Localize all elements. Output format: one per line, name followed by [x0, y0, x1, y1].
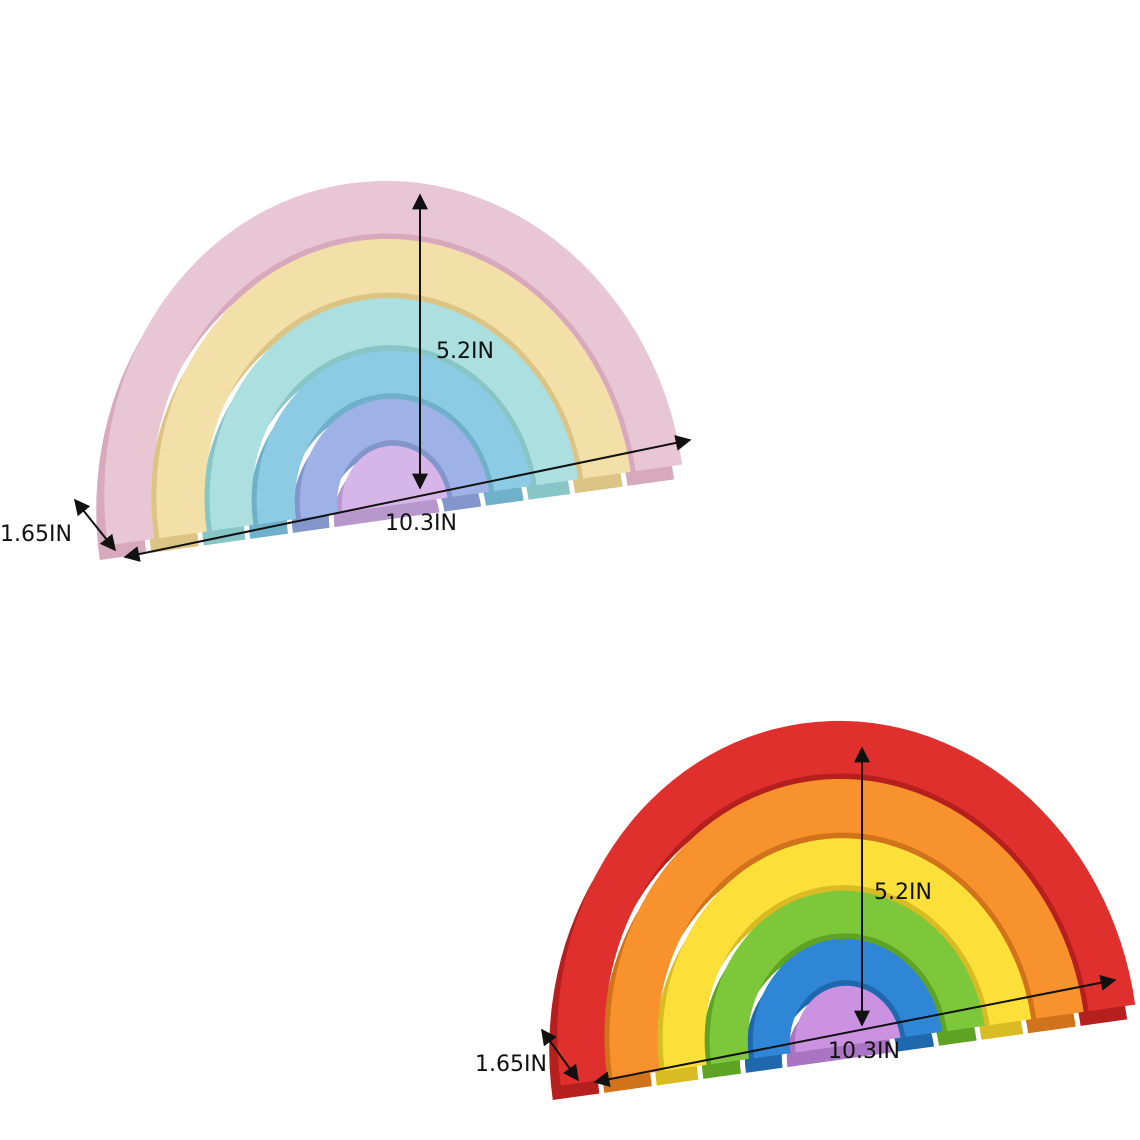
width-label: 10.3IN	[828, 1039, 900, 1064]
depth-label: 1.65IN	[0, 522, 72, 547]
width-line	[593, 974, 1117, 1088]
height-label: 5.2IN	[436, 339, 494, 364]
arch-piece	[609, 779, 1084, 1079]
arch-piece	[104, 180, 683, 546]
arch-piece	[662, 838, 1032, 1071]
arch-piece	[299, 398, 490, 519]
width-label: 10.3IN	[385, 511, 457, 536]
arch-piece	[256, 350, 532, 525]
width-line	[123, 435, 692, 562]
depth-label: 1.65IN	[475, 1052, 547, 1077]
height-label: 5.2IN	[874, 880, 932, 905]
arch-piece	[156, 239, 631, 539]
depth-line	[74, 498, 116, 552]
arch-piece	[752, 938, 943, 1059]
depth-line	[541, 1028, 579, 1082]
arch-piece	[557, 720, 1136, 1086]
arch-piece	[209, 298, 579, 531]
arch-piece	[709, 890, 985, 1065]
